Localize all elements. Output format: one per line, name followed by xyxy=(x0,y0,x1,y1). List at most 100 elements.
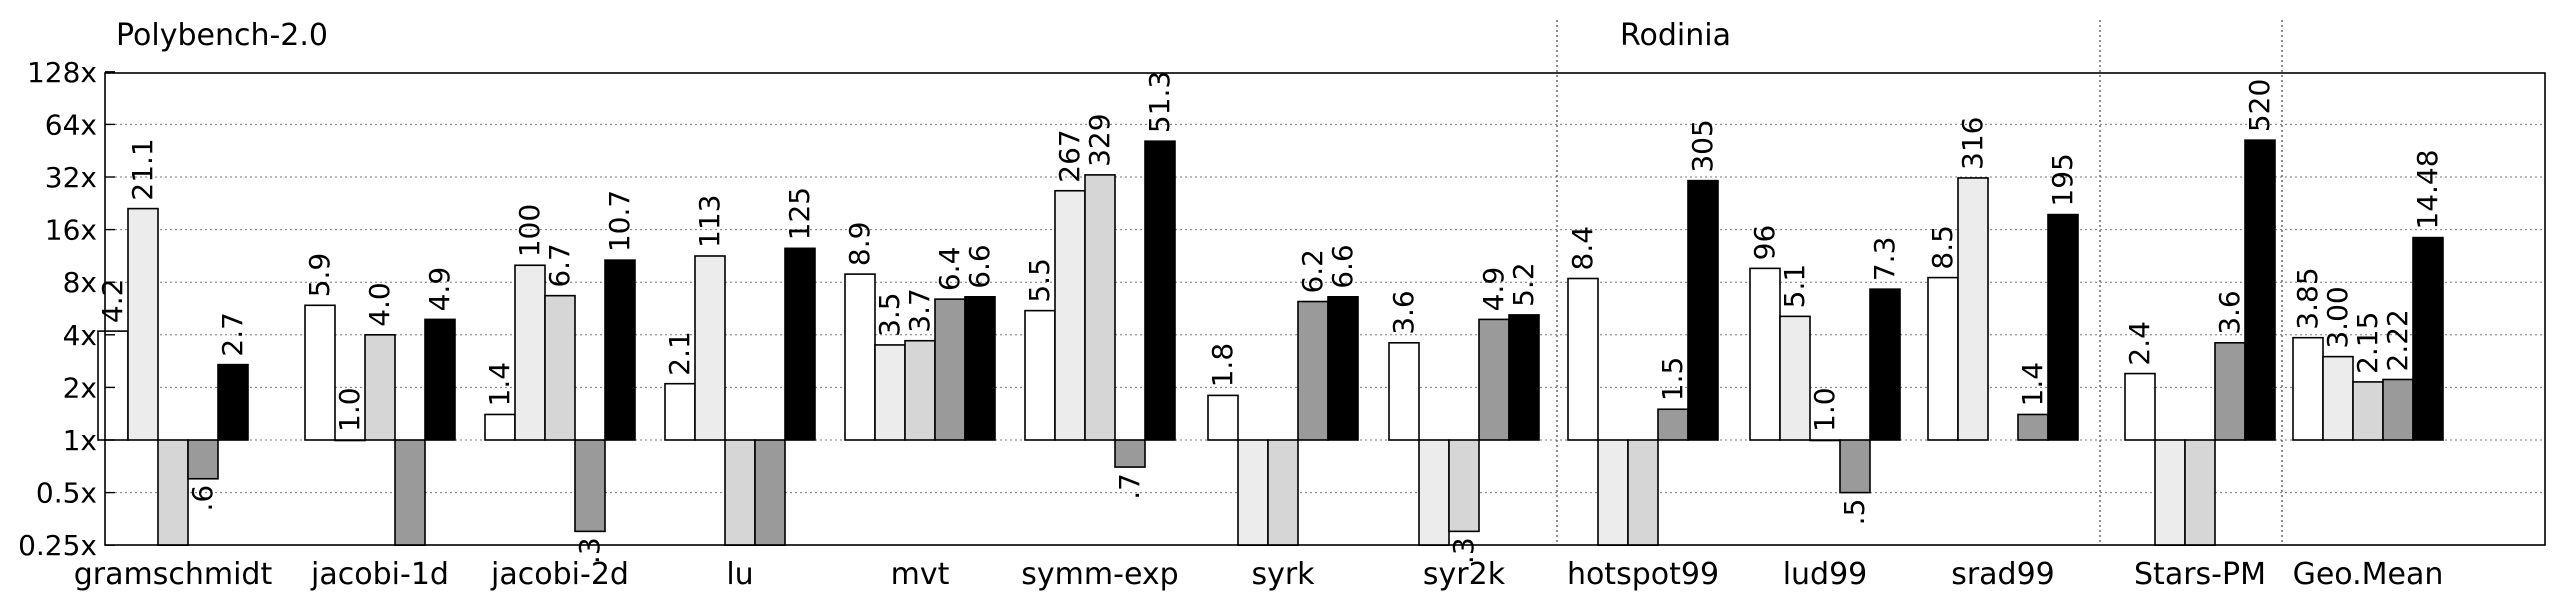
bar xyxy=(844,273,876,441)
bar xyxy=(1237,439,1269,546)
bar xyxy=(187,439,219,480)
bar-value-label: 6.6 xyxy=(1326,244,1359,289)
bar xyxy=(544,294,576,441)
bar xyxy=(2124,372,2156,441)
bar-value-label: 4.9 xyxy=(423,267,456,312)
bar xyxy=(1927,276,1959,441)
x-tick-label: syrk xyxy=(1251,557,1315,592)
y-tick-label: 8x xyxy=(63,266,97,299)
x-tick-label: mvt xyxy=(891,557,950,592)
bar xyxy=(364,333,396,441)
bar xyxy=(1144,140,1176,441)
bar xyxy=(604,259,636,441)
bar xyxy=(694,255,726,441)
bar-value-label: 6.4 xyxy=(933,247,966,292)
bar-value-label: 6.6 xyxy=(963,244,996,289)
bar xyxy=(1839,439,1871,494)
y-tick-label: 2x xyxy=(63,371,97,404)
bar xyxy=(217,363,249,441)
bar-value-label: 5.1 xyxy=(1778,264,1811,309)
bar-value-label: 1.5 xyxy=(1656,357,1689,402)
bar xyxy=(2214,341,2246,441)
bar-value-label: 3.85 xyxy=(2291,267,2324,329)
bar xyxy=(964,295,996,441)
bar xyxy=(2322,355,2354,441)
bar xyxy=(1657,408,1689,441)
group-label: Polybench-2.0 xyxy=(116,18,328,53)
bar xyxy=(664,382,696,441)
y-tick-label: 16x xyxy=(45,214,97,247)
bar xyxy=(484,413,516,441)
y-axis-ticks: 0.25x 0.5x 1x 2x 4x 8x 16x 32x 64x 128x xyxy=(18,56,115,562)
x-tick-label: srad99 xyxy=(1951,557,2055,592)
bar-value-label: 195 xyxy=(2046,153,2079,206)
y-tick-label: 0.5x xyxy=(36,477,97,510)
bar-value-label: 125 xyxy=(783,187,816,240)
bar-value-label: 7.3 xyxy=(1868,237,1901,282)
x-tick-label: syr2k xyxy=(1423,557,1506,592)
bar xyxy=(1627,439,1659,546)
bar xyxy=(2047,213,2079,441)
bar-value-label: 6.7 xyxy=(543,243,576,288)
bar-value-label: 2.4 xyxy=(2123,321,2156,366)
bar-value-label: 316 xyxy=(1956,117,1989,170)
bar-value-label: 3.6 xyxy=(2213,290,2246,335)
bar xyxy=(514,264,546,441)
x-tick-label: gramschmidt xyxy=(74,557,273,592)
bar xyxy=(1327,295,1359,441)
y-tick-label: 4x xyxy=(63,319,97,352)
bar xyxy=(1084,174,1116,441)
bar xyxy=(424,318,456,441)
x-tick-label: Stars-PM xyxy=(2134,557,2266,592)
bar xyxy=(1809,439,1841,442)
bar xyxy=(304,304,336,441)
y-tick-label: 32x xyxy=(45,161,97,194)
bar-value-label: 96 xyxy=(1748,225,1781,261)
bar-value-label: 2.15 xyxy=(2351,312,2384,374)
bar xyxy=(1869,288,1901,441)
bar-value-label: 5.9 xyxy=(303,253,336,298)
bar-value-label: 3.00 xyxy=(2321,286,2354,348)
bar-value-label: 1.8 xyxy=(1206,343,1239,388)
bar xyxy=(1478,318,1510,441)
x-tick-label: jacobi-1d xyxy=(310,557,449,592)
bar-value-label: 10.7 xyxy=(603,190,636,252)
bar-value-label: 1.0 xyxy=(333,387,366,432)
bar-value-label: 3.5 xyxy=(873,292,906,337)
bar xyxy=(934,298,966,441)
bar-value-label: 8.4 xyxy=(1566,226,1599,271)
bar xyxy=(874,344,906,441)
bar-value-label: 520 xyxy=(2243,79,2276,132)
bar xyxy=(724,439,756,546)
bar-value-label: 1.4 xyxy=(2016,362,2049,407)
bar xyxy=(784,247,816,441)
bar-value-label: 100 xyxy=(513,204,546,257)
bar-value-label: 1.0 xyxy=(1808,387,1841,432)
bar-value-label: 4.9 xyxy=(1477,267,1510,312)
bar xyxy=(2184,439,2216,546)
bar xyxy=(394,439,426,546)
bar-value-label: .5 xyxy=(1838,499,1871,526)
bar xyxy=(2352,381,2384,441)
bar xyxy=(574,439,606,533)
bar-value-label: 2.7 xyxy=(216,312,249,357)
bar-value-label: 113 xyxy=(693,195,726,248)
bar xyxy=(1207,394,1239,441)
bar xyxy=(1687,179,1719,441)
x-axis-tick-labels: gramschmidt jacobi-1d jacobi-2d lu mvt symm-e… xyxy=(74,557,2444,592)
y-tick-label: 64x xyxy=(45,108,97,141)
bar-value-label: 5.5 xyxy=(1023,258,1056,303)
bars xyxy=(97,139,2444,546)
bar-value-label: 2.22 xyxy=(2381,309,2414,371)
bar xyxy=(904,339,936,441)
bar xyxy=(1114,439,1146,468)
bar xyxy=(1567,277,1599,441)
bar xyxy=(1508,314,1540,441)
x-tick-label: lu xyxy=(726,557,753,592)
bar xyxy=(334,439,366,442)
bar xyxy=(1297,300,1329,441)
bar-value-label: 6.2 xyxy=(1296,249,1329,294)
y-tick-label: 0.25x xyxy=(18,529,97,562)
